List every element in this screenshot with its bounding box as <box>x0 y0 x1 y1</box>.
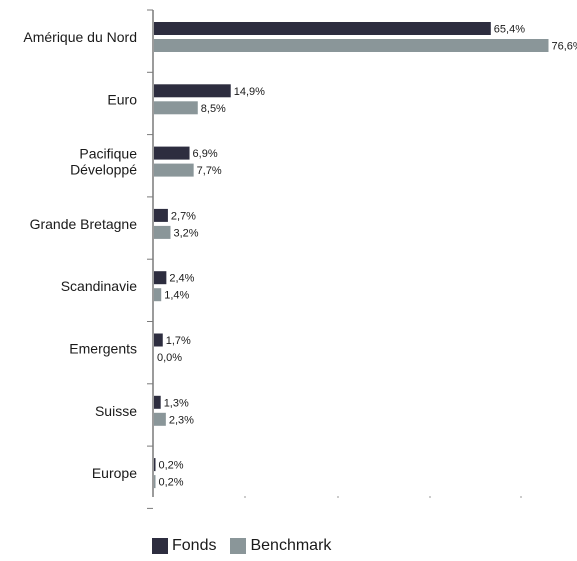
legend-swatch-fonds <box>152 538 168 554</box>
category-label: Europe <box>92 465 137 481</box>
category-label: Euro <box>107 91 137 107</box>
data-label: 6,9% <box>193 148 218 160</box>
bar-benchmark <box>154 225 171 239</box>
data-label: 14,9% <box>234 86 265 98</box>
legend-item-fonds: Fonds <box>152 537 216 555</box>
data-label: 65,4% <box>494 24 525 36</box>
data-label: 76,6% <box>551 41 577 53</box>
category-label: Pacifique <box>79 146 137 162</box>
bar-benchmark <box>154 39 549 52</box>
bar-fonds <box>154 22 491 35</box>
bar-benchmark <box>154 101 198 115</box>
legend: Fonds Benchmark <box>152 537 345 555</box>
category-label: Développé <box>70 162 137 178</box>
data-label: 0,2% <box>159 460 184 472</box>
bar-benchmark <box>154 412 166 426</box>
bar-fonds <box>154 146 190 160</box>
data-label: 2,4% <box>169 273 194 285</box>
data-label: 1,3% <box>164 397 189 409</box>
bar-fonds <box>154 395 161 409</box>
data-label: 3,2% <box>173 227 198 239</box>
data-label: 2,3% <box>169 414 194 426</box>
data-label: 0,2% <box>159 477 184 489</box>
legend-swatch-benchmark <box>230 538 247 554</box>
bar-fonds <box>154 271 167 285</box>
data-label: 2,7% <box>171 210 196 222</box>
legend-item-benchmark: Benchmark <box>230 537 331 555</box>
bar-fonds <box>154 458 156 472</box>
category-label: Emergents <box>69 341 137 357</box>
legend-label-fonds: Fonds <box>172 537 217 554</box>
data-label: 7,7% <box>197 165 222 177</box>
category-label: Scandinavie <box>61 278 137 294</box>
bar-benchmark <box>154 288 162 302</box>
category-label: Suisse <box>95 403 137 419</box>
bar-fonds <box>154 333 163 347</box>
data-label: 8,5% <box>201 103 226 115</box>
bar-fonds <box>154 84 231 98</box>
bar-chart: Amérique du Nord 65,4% 76,6% Euro 14,9% 8,5% P… <box>23 9 577 509</box>
category-label: Grande Bretagne <box>30 216 138 232</box>
bar-benchmark <box>154 475 156 489</box>
legend-label-benchmark: Benchmark <box>250 537 332 554</box>
bar-benchmark <box>154 163 194 177</box>
data-label: 0,0% <box>157 352 182 364</box>
data-label: 1,7% <box>166 335 191 347</box>
data-label: 1,4% <box>164 290 189 302</box>
category-label: Amérique du Nord <box>23 29 137 45</box>
bar-fonds <box>154 208 168 222</box>
